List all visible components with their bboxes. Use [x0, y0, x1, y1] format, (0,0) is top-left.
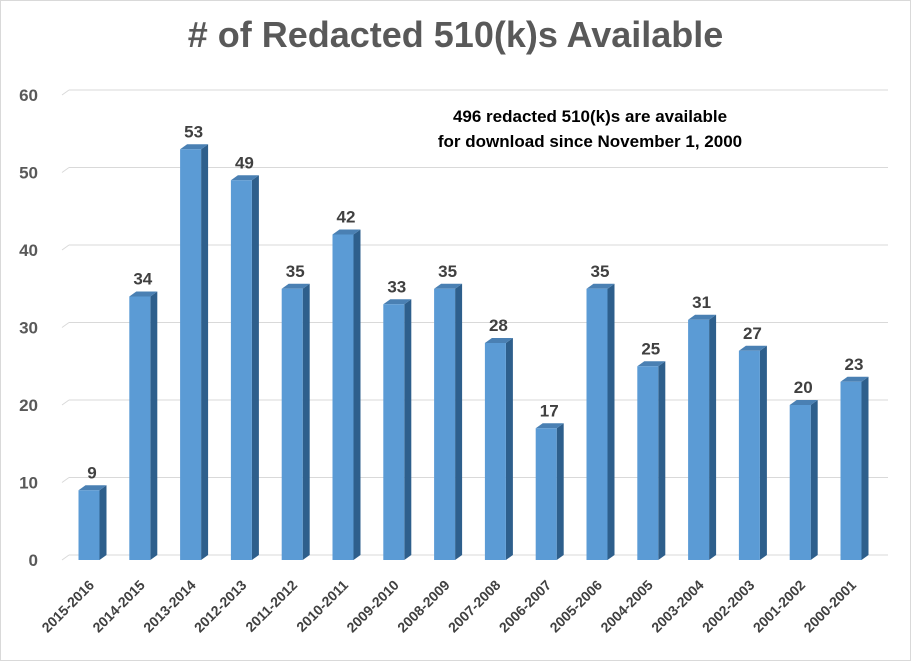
bar-top: [484, 338, 513, 343]
data-label: 20: [794, 378, 813, 397]
bar-top: [840, 376, 869, 382]
gridline-depth: [61, 244, 70, 251]
bar-top: [281, 283, 310, 289]
y-tick-label: 0: [29, 551, 38, 570]
data-label: 9: [87, 463, 96, 482]
bar-side: [251, 175, 259, 560]
bar-top: [180, 144, 209, 150]
bar-side: [556, 423, 564, 560]
bar-top: [78, 485, 107, 491]
bar: [637, 366, 659, 560]
data-label: 17: [540, 401, 559, 420]
data-label: 49: [235, 153, 254, 172]
bar-side: [201, 144, 209, 560]
gridline-depth: [61, 399, 70, 406]
bar: [281, 288, 303, 560]
data-label: 23: [845, 355, 864, 374]
data-label: 42: [337, 208, 356, 227]
bar: [738, 350, 760, 560]
x-tick-label: 2006-2007: [496, 577, 555, 636]
data-label: 28: [489, 316, 508, 335]
bar: [535, 428, 557, 560]
bar-side: [455, 283, 463, 560]
bar-top: [230, 175, 259, 181]
x-tick-label: 2014-2015: [89, 577, 148, 636]
data-label: 31: [692, 293, 711, 312]
bar: [434, 288, 456, 560]
bar-top: [738, 345, 767, 351]
x-tick-label: 2004-2005: [597, 577, 656, 636]
data-label: 35: [438, 262, 457, 281]
bar-top: [637, 361, 666, 367]
x-tick-label: 2008-2009: [394, 577, 453, 636]
bar-top: [383, 299, 412, 305]
bar-top: [688, 314, 717, 320]
bar-side: [810, 400, 818, 560]
bar-top: [434, 283, 463, 289]
y-tick-label: 30: [19, 319, 38, 338]
data-label: 35: [286, 262, 305, 281]
bar-top: [535, 423, 564, 429]
bar: [230, 180, 252, 560]
chart-title: # of Redacted 510(k)s Available: [187, 14, 724, 55]
gridline-depth: [61, 167, 70, 173]
gridline-depth: [61, 554, 70, 561]
x-tick-label: 2000-2001: [800, 577, 859, 636]
bar-side: [353, 229, 361, 560]
bar-side: [302, 283, 310, 560]
data-label: 35: [591, 262, 610, 281]
bar-side: [658, 361, 666, 560]
bar: [383, 304, 405, 560]
bar: [688, 319, 710, 560]
bar-side: [99, 485, 107, 560]
y-tick-label: 50: [19, 164, 38, 183]
gridline-depth: [61, 477, 70, 483]
y-tick-label: 10: [19, 474, 38, 493]
x-tick-label: 2007-2008: [445, 577, 504, 636]
annotation-line-2: for download since November 1, 2000: [437, 132, 743, 151]
gridline-depth: [61, 89, 70, 96]
bar-top: [129, 291, 158, 297]
bar-side: [150, 291, 158, 560]
bar: [78, 490, 100, 560]
bar-side: [759, 345, 767, 560]
x-tick-label: 2012-2013: [191, 577, 250, 636]
data-label: 34: [133, 270, 152, 289]
bar: [180, 149, 202, 560]
x-tick-label: 2003-2004: [648, 577, 707, 636]
x-tick-label: 2013-2014: [140, 577, 199, 636]
bar: [840, 381, 862, 560]
y-tick-label: 40: [19, 241, 38, 260]
x-tick-label: 2010-2011: [293, 577, 351, 635]
bar-side: [404, 299, 412, 560]
bar-top: [789, 400, 818, 405]
bar-side: [607, 283, 615, 560]
bar: [129, 296, 151, 560]
gridline-depth: [61, 322, 70, 328]
bar: [789, 405, 811, 560]
data-label: 27: [743, 324, 762, 343]
bar-top: [332, 229, 361, 235]
y-tick-label: 20: [19, 396, 38, 415]
x-tick-label: 2011-2012: [242, 577, 300, 635]
bar-side: [709, 314, 717, 560]
x-tick-label: 2001-2002: [750, 577, 809, 636]
bar: [586, 288, 608, 560]
chart-annotation: 496 redacted 510(k)s are available for d…: [380, 104, 800, 154]
bar: [484, 343, 506, 560]
data-label: 33: [387, 277, 406, 296]
bar-side: [861, 376, 869, 560]
data-label: 25: [641, 339, 660, 358]
annotation-line-1: 496 redacted 510(k)s are available: [452, 107, 728, 126]
bar: [332, 234, 354, 560]
data-label: 53: [184, 122, 203, 141]
x-tick-label: 2015-2016: [38, 577, 97, 636]
x-tick-label: 2005-2006: [546, 577, 605, 636]
x-tick-label: 2009-2010: [343, 577, 402, 636]
bar-side: [505, 338, 513, 560]
y-tick-label: 60: [19, 86, 38, 105]
x-tick-label: 2002-2003: [699, 577, 758, 636]
bar-top: [586, 283, 615, 289]
